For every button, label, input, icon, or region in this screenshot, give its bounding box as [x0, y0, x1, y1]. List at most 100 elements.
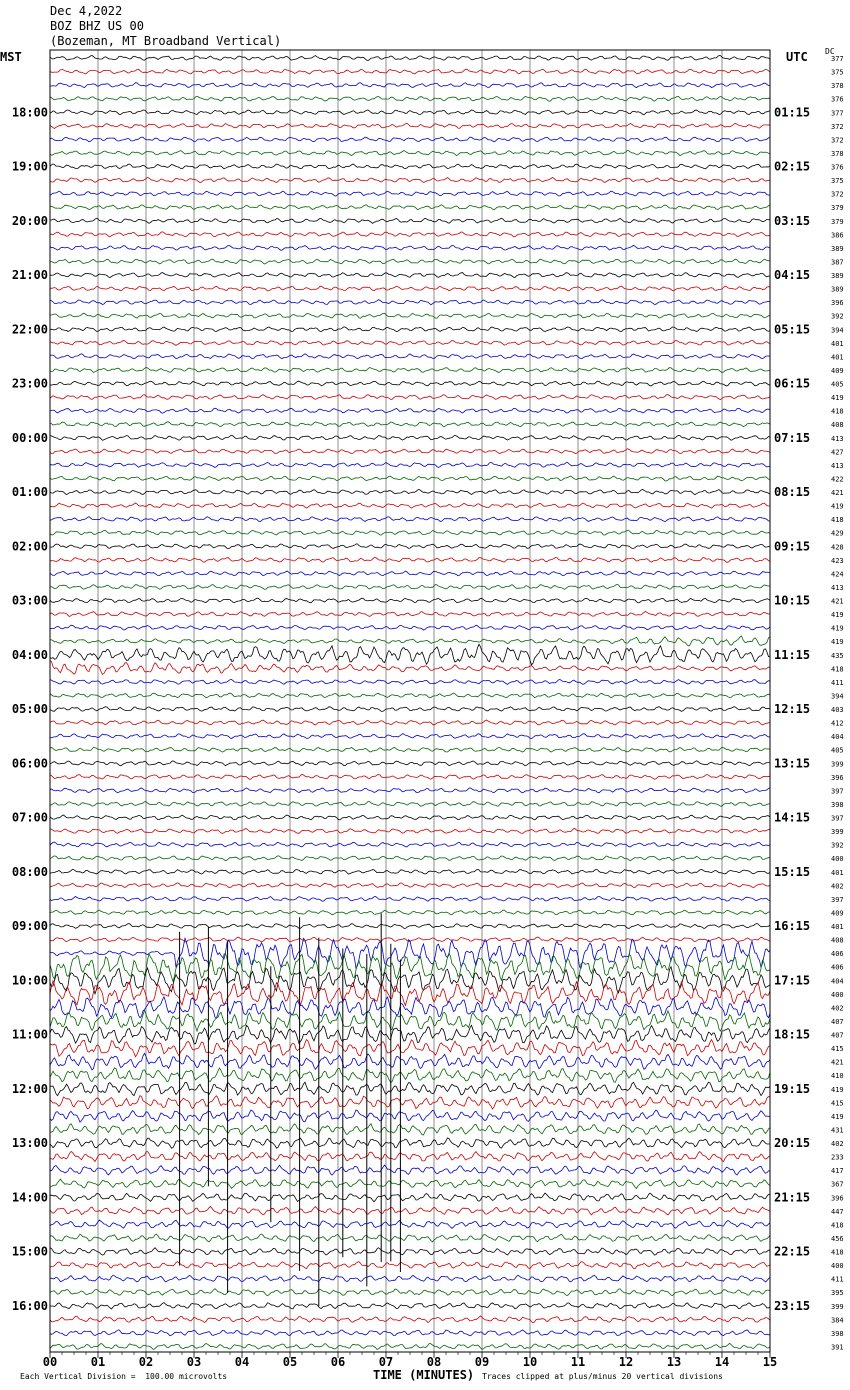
left-hour-label: 20:00: [12, 214, 48, 228]
dc-offset-value: 405: [831, 747, 844, 755]
left-hour-label: 02:00: [12, 539, 48, 553]
dc-offset-value: 431: [831, 1126, 844, 1134]
dc-offset-value: 392: [831, 313, 844, 321]
x-tick-label: 04: [235, 1355, 249, 1369]
dc-offset-value: 384: [831, 1316, 844, 1324]
dc-offset-value: 392: [831, 842, 844, 850]
seismic-trace: [49, 109, 771, 116]
dc-offset-value: 410: [831, 1072, 844, 1080]
dc-offset-value: 399: [831, 760, 844, 768]
x-tick-label: 09: [475, 1355, 489, 1369]
scale-note: Each Vertical Division = 100.00 microvol…: [20, 1372, 228, 1381]
right-hour-label: 10:15: [774, 594, 810, 608]
left-hour-label: 16:00: [12, 1299, 48, 1313]
seismic-trace: [49, 570, 771, 577]
dc-offset-value: 419: [831, 394, 844, 402]
dc-offset-value: 396: [831, 774, 844, 782]
dc-offset-value: 447: [831, 1208, 844, 1216]
left-hour-label: 14:00: [12, 1190, 48, 1204]
dc-offset-value: 375: [831, 177, 844, 185]
seismic-trace: [49, 1052, 771, 1071]
dc-offset-value: 429: [831, 530, 844, 538]
seismic-trace: [49, 828, 771, 834]
seismic-trace: [49, 868, 771, 875]
seismic-trace: [49, 149, 771, 156]
seismic-trace: [49, 68, 771, 75]
seismic-trace: [49, 610, 771, 617]
seismic-trace: [49, 1329, 771, 1337]
x-tick-label: 01: [91, 1355, 105, 1369]
dc-offset-value: 397: [831, 787, 844, 795]
plot-frame: [49, 49, 771, 1353]
seismic-trace: [49, 462, 771, 468]
right-hour-label: 19:15: [774, 1082, 810, 1096]
right-hour-label: 11:15: [774, 648, 810, 662]
dc-offset-value: 376: [831, 96, 844, 104]
x-axis-title: TIME (MINUTES): [373, 1368, 475, 1382]
seismic-trace: [49, 855, 771, 862]
seismic-trace: [49, 176, 771, 184]
seismic-trace: [49, 543, 771, 550]
right-hour-label: 21:15: [774, 1190, 810, 1204]
dc-offset-value: 394: [831, 326, 844, 334]
seismic-trace: [49, 366, 771, 373]
x-tick-label: 14: [715, 1355, 729, 1369]
dc-offset-value: 413: [831, 584, 844, 592]
seismic-trace: [49, 1009, 771, 1033]
dc-offset-value: 399: [831, 828, 844, 836]
header-station-description: (Bozeman, MT Broadband Vertical): [50, 34, 282, 48]
right-hour-label: 13:15: [774, 756, 810, 770]
dc-offset-value: 379: [831, 218, 844, 226]
right-hour-label: 12:15: [774, 702, 810, 716]
dc-offset-value: 397: [831, 896, 844, 904]
seismic-trace: [49, 353, 771, 360]
right-hour-label: 15:15: [774, 865, 810, 879]
dc-offset-value: 389: [831, 286, 844, 294]
dc-offset-value: 401: [831, 340, 844, 348]
dc-offset-value: 419: [831, 625, 844, 633]
dc-offset-value: 456: [831, 1235, 844, 1243]
seismic-trace: [49, 624, 771, 631]
x-tick-label: 15: [763, 1355, 777, 1369]
seismic-trace: [49, 692, 771, 699]
x-tick-label: 10: [523, 1355, 537, 1369]
dc-offset-value: 400: [831, 855, 844, 863]
left-hour-label: 05:00: [12, 702, 48, 716]
seismic-trace: [49, 814, 771, 821]
x-tick-label: 00: [43, 1355, 57, 1369]
left-hour-label: 09:00: [12, 919, 48, 933]
dc-offset-value: 395: [831, 1289, 844, 1297]
seismic-trace: [49, 95, 771, 102]
seismic-trace: [49, 1109, 771, 1123]
dc-offset-value: 421: [831, 489, 844, 497]
dc-offset-value: 411: [831, 1276, 844, 1284]
dc-offset-value: 408: [831, 937, 844, 945]
dc-offset-value: 413: [831, 462, 844, 470]
left-hour-label: 12:00: [12, 1082, 48, 1096]
seismic-trace: [49, 204, 771, 211]
dc-offset-value: 407: [831, 1018, 844, 1026]
seismic-trace: [49, 122, 771, 129]
seismic-trace: [49, 217, 771, 224]
seismic-trace: [49, 312, 771, 319]
dc-offset-value: 377: [831, 55, 844, 63]
seismic-trace: [49, 787, 771, 794]
seismic-traces: [49, 55, 771, 1350]
left-hour-label: 04:00: [12, 648, 48, 662]
left-hour-label: 22:00: [12, 322, 48, 336]
dc-offset-value: 418: [831, 408, 844, 416]
seismic-trace: [49, 1261, 771, 1270]
seismic-trace: [49, 936, 771, 970]
seismic-trace: [49, 475, 771, 482]
dc-offset-value: 402: [831, 1140, 844, 1148]
dc-offset-value: 409: [831, 909, 844, 917]
dc-offset-value: 408: [831, 421, 844, 429]
dc-offset-value: 389: [831, 245, 844, 253]
dc-offset-value: 402: [831, 882, 844, 890]
left-hour-label: 23:00: [12, 377, 48, 391]
dc-offset-value: 419: [831, 1086, 844, 1094]
seismic-trace: [49, 1137, 771, 1149]
seismic-trace: [49, 635, 771, 647]
left-hour-label: 03:00: [12, 594, 48, 608]
seismic-trace: [49, 448, 771, 455]
